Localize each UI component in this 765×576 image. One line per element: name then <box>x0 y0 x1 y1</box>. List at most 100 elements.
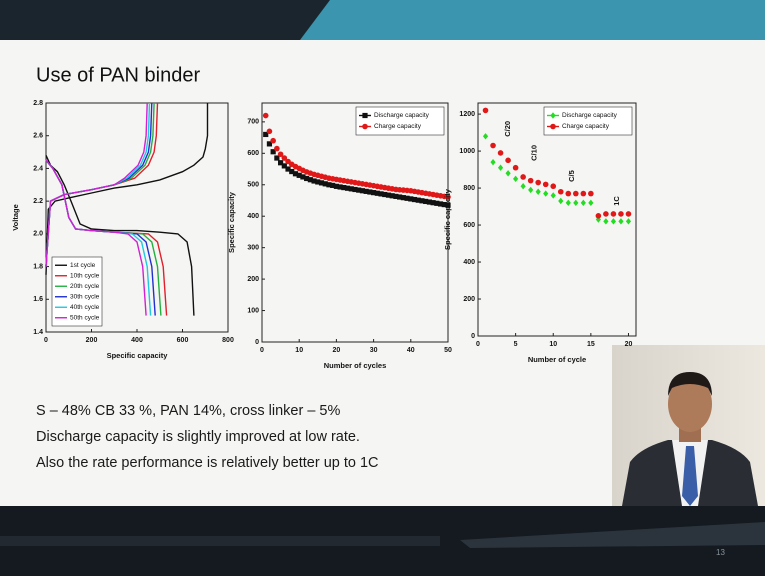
point <box>330 182 336 188</box>
point <box>289 168 295 175</box>
x-tick-label: 40 <box>407 347 415 354</box>
plot-frame <box>261 102 449 343</box>
point <box>520 183 526 190</box>
plot-frame <box>477 102 637 337</box>
legend-label: Discharge capacity <box>374 112 430 119</box>
annotation: C/5 <box>567 170 576 182</box>
legend-frame <box>543 106 633 136</box>
point <box>281 163 287 169</box>
x-tick-label: 10 <box>549 341 557 348</box>
x-tick-label: 20 <box>625 341 633 348</box>
point <box>285 166 291 172</box>
y-tick-label: 800 <box>463 185 475 192</box>
point <box>371 190 377 196</box>
x-tick-label: 200 <box>86 337 98 344</box>
point <box>565 190 572 197</box>
point <box>441 201 447 208</box>
point <box>315 179 321 185</box>
bottom-accent <box>0 536 440 546</box>
point <box>603 211 609 217</box>
point <box>385 192 392 198</box>
point <box>557 188 564 195</box>
point <box>625 218 632 225</box>
legend-marker <box>550 123 556 130</box>
x-axis-label: Specific capacity <box>107 351 169 360</box>
y-axis-label: Specific capacity <box>227 191 236 253</box>
point <box>333 183 339 189</box>
point <box>419 198 425 204</box>
x-tick-label: 20 <box>333 347 341 354</box>
slide-title: Use of PAN binder <box>36 64 200 86</box>
y-axis-label: Voltage <box>11 204 20 231</box>
x-tick-label: 5 <box>514 341 518 348</box>
annotation: 1C <box>612 196 621 206</box>
point <box>490 158 496 166</box>
point <box>625 211 632 217</box>
point <box>573 190 579 197</box>
body-line: S – 48% CB 33 %, PAN 14%, cross linker –… <box>36 403 340 419</box>
chart: 0 200 400 600 800 1.4 1.6 1.8 2.0 2.2 2.4 2.6 2.8 Spe… <box>11 100 234 360</box>
y-tick-label: 300 <box>247 245 259 252</box>
y-tick-label: 2.4 <box>33 165 43 172</box>
point <box>266 141 273 147</box>
y-tick-label: 1.6 <box>33 296 43 303</box>
y-tick-label: 100 <box>247 307 259 314</box>
legend-label: Charge capacity <box>374 123 422 130</box>
point <box>618 218 624 225</box>
y-tick-label: 1200 <box>459 111 475 118</box>
point <box>348 186 354 192</box>
point <box>535 179 541 186</box>
legend-label: 20th cycle <box>70 283 100 290</box>
point <box>580 190 587 197</box>
point <box>262 112 269 119</box>
point <box>434 200 440 206</box>
x-axis-label: Number of cycles <box>324 361 387 370</box>
point <box>300 174 306 180</box>
point <box>270 149 276 155</box>
point <box>482 107 489 114</box>
point <box>344 185 351 191</box>
y-tick-label: 2.8 <box>33 100 43 107</box>
point <box>497 164 504 171</box>
point <box>490 142 496 149</box>
x-tick-label: 0 <box>260 347 264 354</box>
point <box>393 193 399 199</box>
point <box>278 160 284 166</box>
x-tick-label: 30 <box>370 347 378 354</box>
point <box>520 174 526 180</box>
y-tick-label: 200 <box>463 296 475 303</box>
point <box>292 171 299 177</box>
point <box>430 200 436 206</box>
x-tick-label: 400 <box>131 337 143 344</box>
legend-frame <box>51 256 103 327</box>
body-line: Also the rate performance is relatively … <box>36 455 379 471</box>
point <box>618 211 624 217</box>
point <box>367 189 373 195</box>
y-axis-label: Specific capacity <box>443 188 452 250</box>
point <box>400 195 406 201</box>
point <box>505 157 511 164</box>
y-tick-label: 0 <box>255 339 259 346</box>
point <box>326 182 332 188</box>
legend-label: 50th cycle <box>70 314 100 321</box>
point <box>378 191 384 197</box>
annotation: C/10 <box>529 145 538 161</box>
point <box>363 188 369 194</box>
point <box>311 178 317 184</box>
legend-marker <box>362 123 368 130</box>
point <box>527 177 534 184</box>
point <box>550 183 557 190</box>
presenter <box>612 345 765 506</box>
point <box>505 170 511 177</box>
point <box>341 184 347 191</box>
x-tick-label: 10 <box>295 347 303 354</box>
tie <box>682 446 698 506</box>
point <box>543 190 549 197</box>
point <box>426 199 432 205</box>
point <box>588 199 594 207</box>
y-tick-label: 600 <box>247 150 259 157</box>
y-tick-label: 2.6 <box>33 133 43 140</box>
legend-label: 30th cycle <box>70 293 100 300</box>
